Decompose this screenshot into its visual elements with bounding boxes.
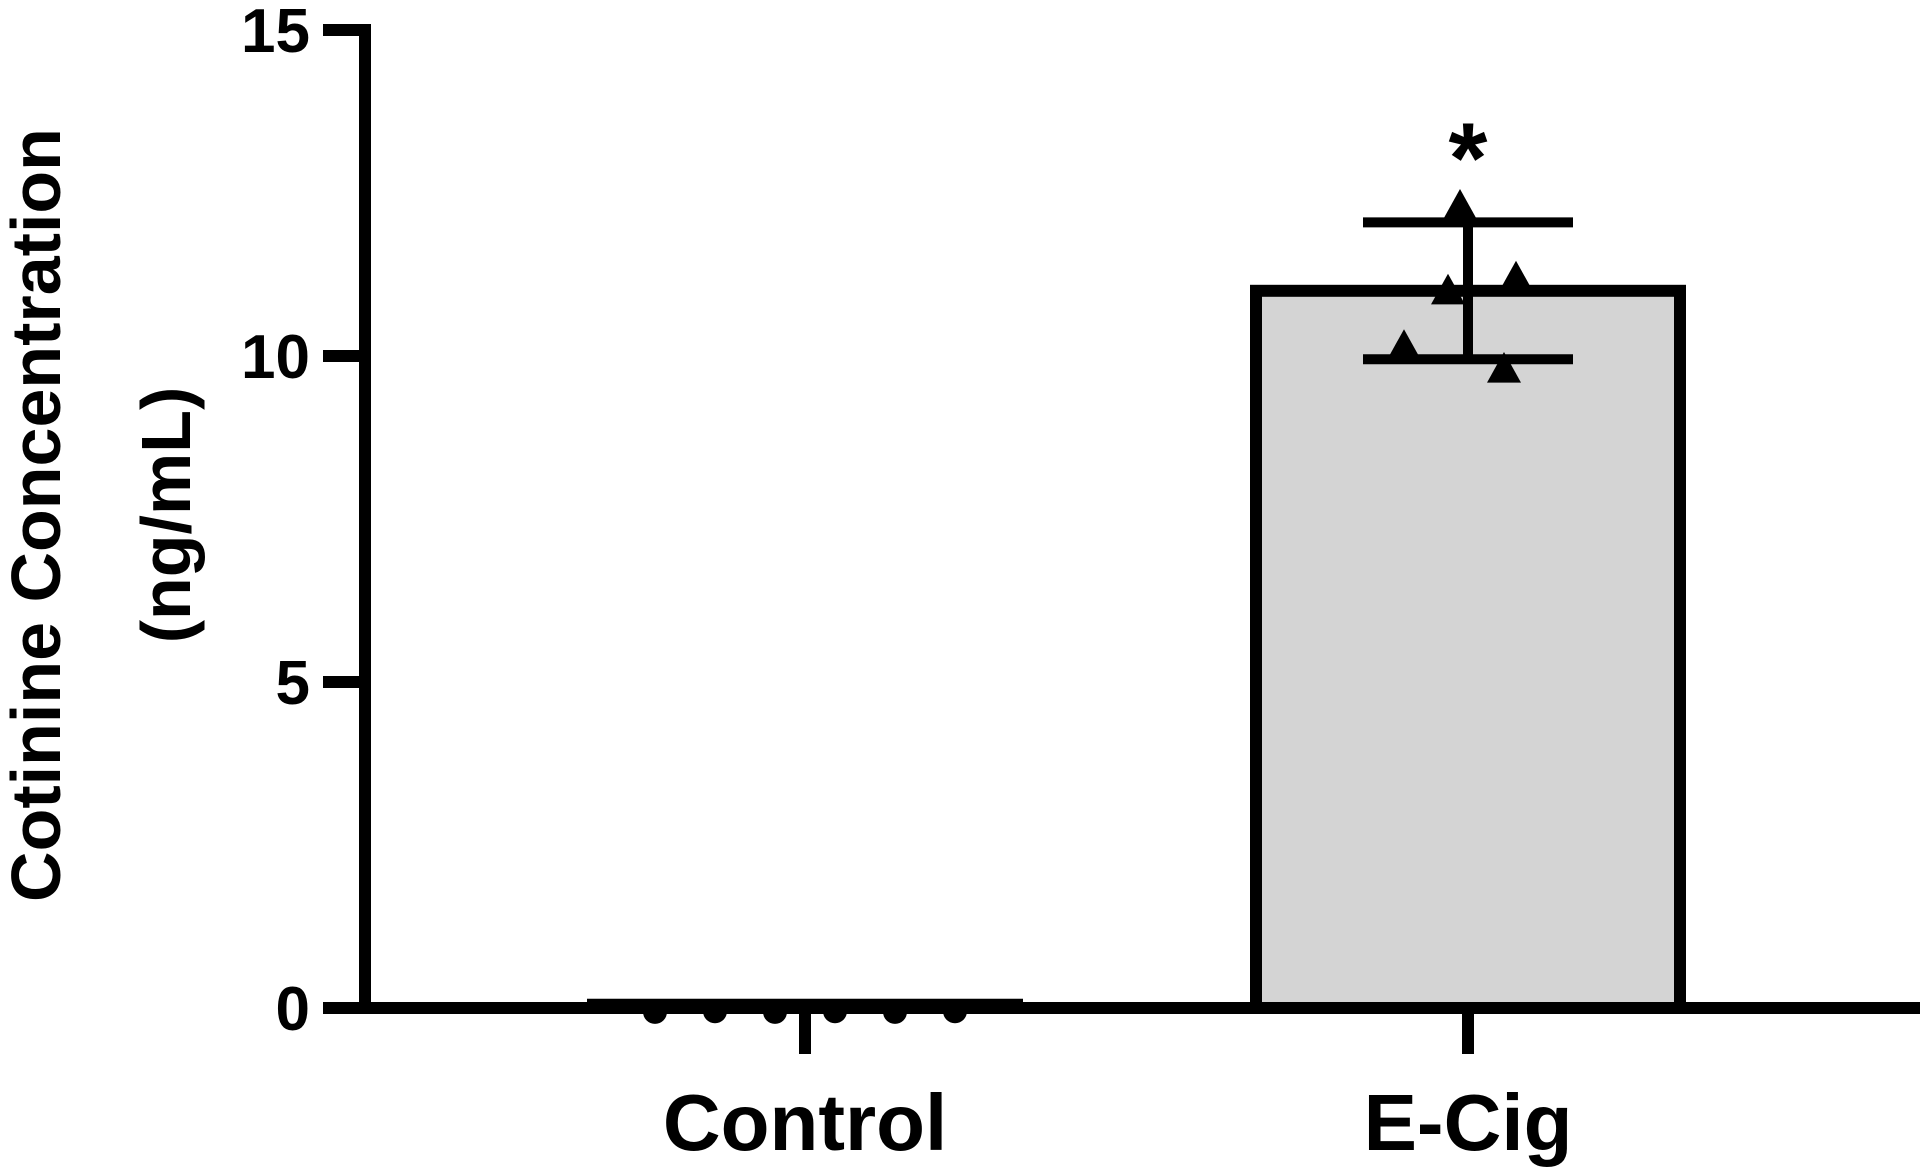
y-axis-title-line-1: Cotinine Concentration <box>0 128 75 902</box>
y-tick-label-5: 5 <box>276 649 310 718</box>
x-category-label-e-cig: E-Cig <box>1364 1078 1573 1167</box>
point-e-cig-1 <box>1431 273 1465 305</box>
y-ticks: 0 5 10 15 <box>241 0 365 1044</box>
point-e-cig-2 <box>1443 189 1477 220</box>
x-categories: Control E-Cig <box>663 1078 1573 1167</box>
y-tick-label-15: 15 <box>241 0 310 66</box>
point-e-cig-0 <box>1387 329 1421 360</box>
y-axis-title-line-2: (ng/mL) <box>127 387 205 644</box>
y-tick-label-10: 10 <box>241 323 310 392</box>
axes <box>359 24 1920 1054</box>
significance-mark-e-cig: * <box>1449 102 1488 214</box>
point-e-cig-3 <box>1487 352 1521 383</box>
significance-marks: * <box>1449 102 1488 214</box>
x-category-label-control: Control <box>663 1078 947 1167</box>
y-tick-label-0: 0 <box>276 975 310 1044</box>
bars <box>587 284 1686 1014</box>
point-e-cig-4 <box>1499 260 1533 292</box>
y-axis-title: Cotinine Concentration (ng/mL) <box>0 128 205 902</box>
bar-e-cig <box>1250 284 1686 1014</box>
